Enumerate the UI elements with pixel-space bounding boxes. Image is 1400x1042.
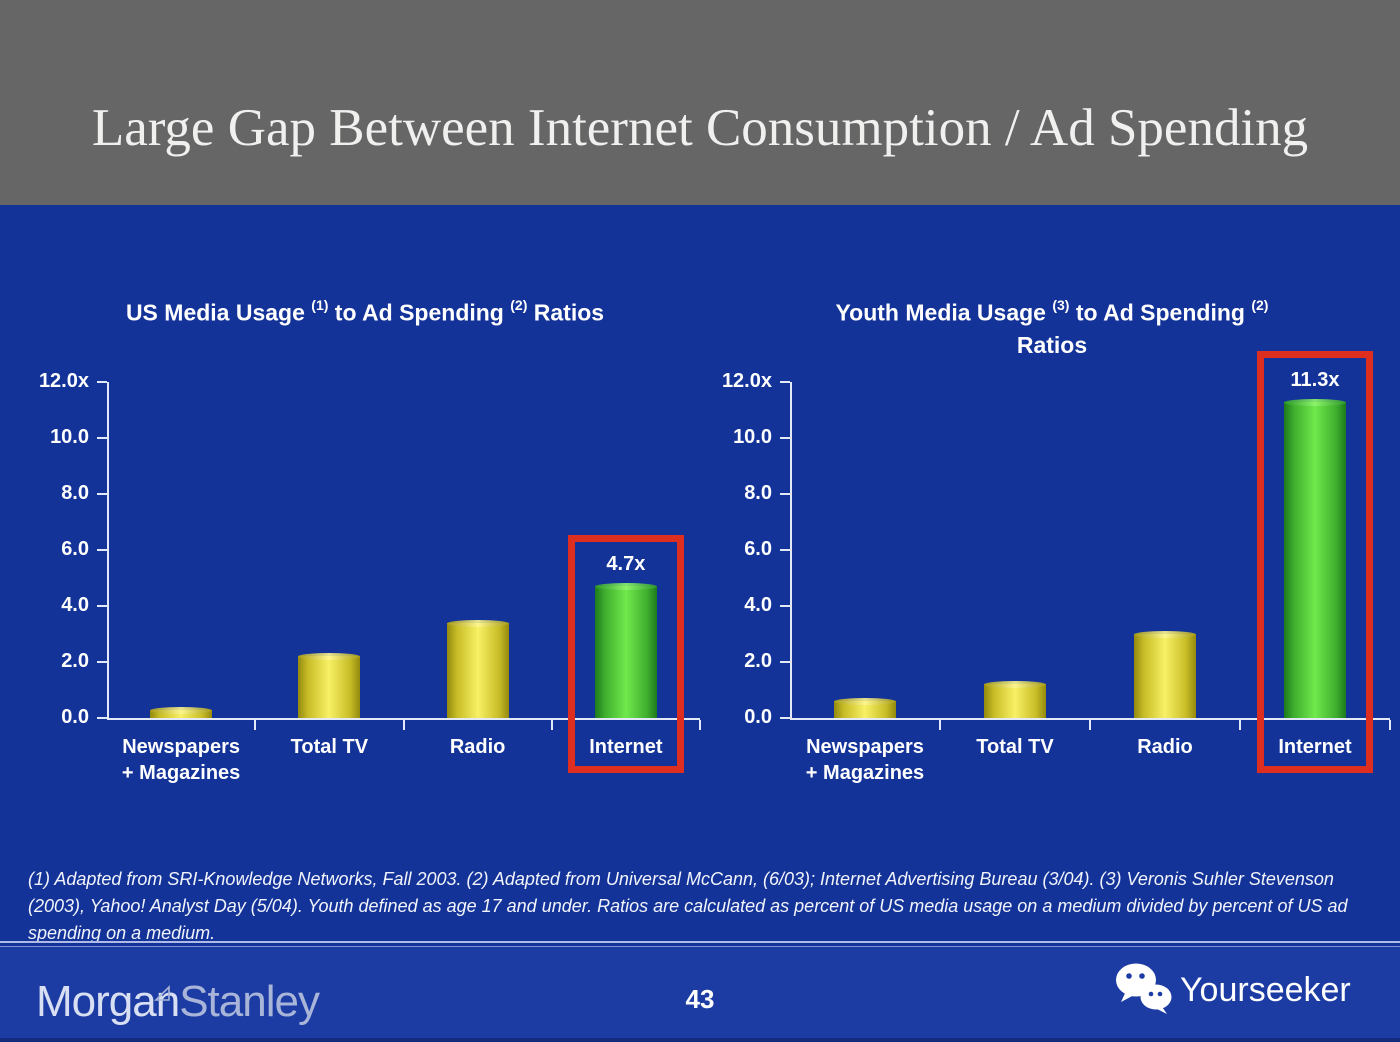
footnote: (1) Adapted from SRI-Knowledge Networks,… bbox=[28, 869, 1348, 943]
y-axis-tick bbox=[97, 549, 107, 551]
morgan-stanley-triangle-icon bbox=[152, 965, 174, 1015]
bar-radio bbox=[1134, 631, 1196, 718]
category-label: Internet bbox=[1278, 736, 1352, 758]
y-tick-label: 6.0 bbox=[61, 538, 89, 560]
y-axis-tick bbox=[780, 549, 790, 551]
y-axis-tick bbox=[97, 605, 107, 607]
y-tick-label: 12.0x bbox=[721, 370, 772, 392]
category-label: Newspapers + Magazines bbox=[121, 736, 241, 784]
y-tick-label: 2.0 bbox=[744, 650, 772, 672]
chart-title-superscript: (2) bbox=[510, 297, 528, 313]
highlight-box bbox=[567, 535, 684, 773]
bar-radio bbox=[446, 619, 509, 718]
y-axis-tick bbox=[780, 437, 790, 439]
y-tick-label: 0.0 bbox=[61, 706, 89, 728]
page-number: 43 bbox=[685, 984, 715, 1014]
bar-value-label: 11.3x bbox=[1290, 368, 1340, 391]
chart-title-text: Ratios bbox=[1016, 331, 1088, 358]
wechat-icon bbox=[1114, 961, 1174, 1022]
chart-title: US Media Usage (1) to Ad Spending (2) Ra… bbox=[65, 291, 665, 329]
y-axis-tick bbox=[97, 381, 107, 383]
chart-title-text: Ratios bbox=[527, 299, 605, 326]
category-label: Internet bbox=[589, 736, 663, 758]
y-axis-tick bbox=[97, 437, 107, 439]
bar-internet bbox=[1284, 398, 1346, 718]
x-axis-tick bbox=[402, 720, 405, 730]
chart-title-text: to Ad Spending bbox=[1069, 299, 1252, 326]
y-axis-tick bbox=[780, 661, 790, 663]
y-tick-label: 10.0 bbox=[733, 426, 772, 448]
bar-newspapers bbox=[834, 698, 896, 718]
chart-title-superscript: (2) bbox=[1251, 297, 1269, 313]
chart-title-superscript: (3) bbox=[1052, 297, 1070, 313]
category-label: Radio bbox=[1137, 736, 1193, 758]
morgan-stanley-logo: MorganStanley bbox=[36, 977, 320, 1027]
y-tick-label: 8.0 bbox=[61, 482, 89, 504]
chart-title: Youth Media Usage (3) to Ad Spending (2)… bbox=[752, 291, 1352, 361]
x-axis-tick bbox=[550, 720, 553, 730]
y-axis bbox=[107, 382, 109, 718]
highlight-box bbox=[1257, 350, 1373, 773]
y-axis-tick bbox=[97, 717, 107, 719]
y-axis-tick bbox=[780, 381, 790, 383]
x-axis-tick bbox=[699, 720, 701, 730]
category-label: Radio bbox=[449, 736, 506, 758]
bar-value-label: 4.7x bbox=[606, 553, 646, 576]
brand-stanley: Stanley bbox=[179, 977, 320, 1026]
y-axis-tick bbox=[780, 717, 790, 719]
y-tick-label: 8.0 bbox=[744, 482, 772, 504]
y-tick-label: 12.0x bbox=[38, 370, 89, 392]
brand-morgan: Morgan bbox=[36, 977, 180, 1026]
bar-internet bbox=[594, 583, 657, 718]
x-axis-tick bbox=[1239, 720, 1241, 730]
y-tick-label: 0.0 bbox=[744, 706, 772, 728]
chart-title-text: to Ad Spending bbox=[328, 299, 511, 326]
y-axis-tick bbox=[97, 661, 107, 663]
y-tick-label: 4.0 bbox=[744, 594, 772, 616]
x-axis-tick bbox=[939, 720, 941, 730]
slide-title: Large Gap Between Internet Consumption /… bbox=[91, 99, 1309, 157]
y-tick-label: 6.0 bbox=[744, 538, 772, 560]
bar-total-tv bbox=[298, 653, 361, 718]
y-axis-tick bbox=[97, 493, 107, 495]
x-axis-tick bbox=[254, 720, 257, 730]
y-tick-label: 4.0 bbox=[61, 594, 89, 616]
slide-header: Large Gap Between Internet Consumption /… bbox=[0, 0, 1400, 205]
x-axis bbox=[790, 718, 1390, 720]
watermark-label: Yourseeker bbox=[1180, 971, 1351, 1009]
chart-title-text: US Media Usage bbox=[125, 299, 312, 326]
category-label: Newspapers + Magazines bbox=[805, 736, 925, 784]
category-label: Total TV bbox=[976, 736, 1054, 758]
bar-total-tv bbox=[984, 681, 1046, 718]
x-axis-tick bbox=[1089, 720, 1091, 730]
y-axis bbox=[790, 382, 792, 718]
y-axis-tick bbox=[780, 605, 790, 607]
footer: MorganStanley 43 bbox=[0, 947, 1400, 1042]
y-tick-label: 2.0 bbox=[61, 650, 89, 672]
y-tick-label: 10.0 bbox=[50, 426, 89, 448]
category-label: Total TV bbox=[290, 736, 369, 758]
chart-title-superscript: (1) bbox=[311, 297, 329, 313]
x-axis-tick bbox=[1389, 720, 1391, 730]
bar-newspapers bbox=[150, 706, 213, 718]
chart-title-text: Youth Media Usage bbox=[835, 299, 1053, 326]
x-axis bbox=[107, 718, 700, 720]
separator-line bbox=[0, 941, 1400, 947]
y-axis-tick bbox=[780, 493, 790, 495]
